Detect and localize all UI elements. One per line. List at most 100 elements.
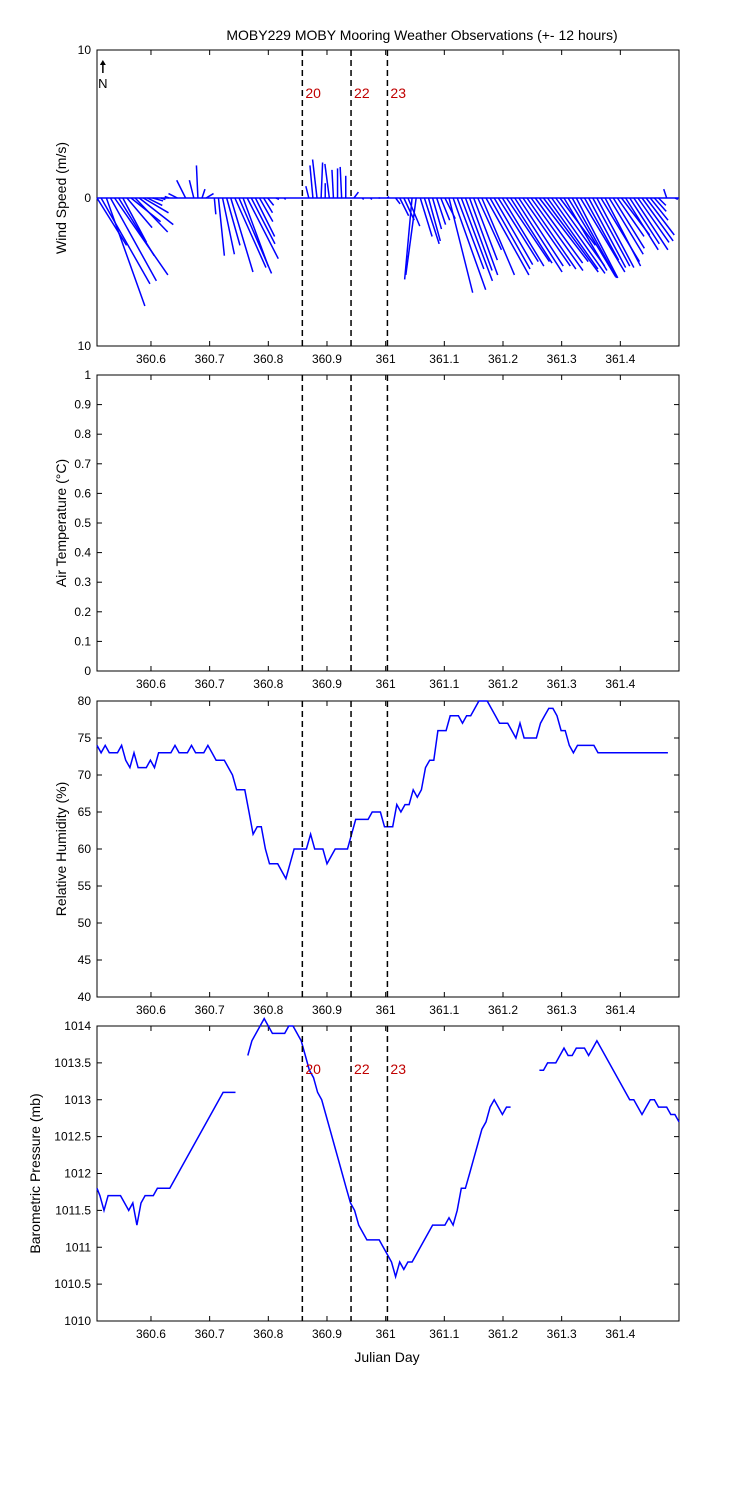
y-axis-label: Wind Speed (m/s)	[53, 142, 69, 254]
wind-stick	[509, 197, 553, 264]
wind-stick	[105, 197, 146, 307]
event-marker-label: 22	[354, 1061, 370, 1077]
x-tick-label: 361.4	[605, 677, 635, 691]
wind-stick	[109, 197, 158, 282]
y-tick-label: 0.2	[74, 605, 91, 619]
event-marker-label: 20	[305, 85, 321, 101]
y-tick-label: 1010.5	[54, 1277, 91, 1291]
x-tick-label: 360.9	[312, 1327, 342, 1341]
wind-stick	[201, 188, 206, 199]
y-tick-label: 0.8	[74, 427, 91, 441]
wind-stick	[518, 197, 564, 267]
wind-stick	[138, 197, 174, 226]
x-tick-label: 360.9	[312, 352, 342, 366]
wind-stick	[612, 197, 646, 249]
wind-stick	[637, 197, 670, 243]
north-label: N	[98, 76, 107, 91]
y-tick-label: 1013	[64, 1093, 91, 1107]
wind-stick	[501, 197, 545, 267]
x-tick-label: 361	[376, 352, 396, 366]
wind-stick	[164, 195, 170, 199]
x-tick-label: 360.8	[253, 677, 283, 691]
y-tick-label: 0	[84, 191, 91, 205]
x-tick-label: 360.6	[136, 1327, 166, 1341]
wind-stick	[311, 159, 318, 199]
x-tick-label: 361.1	[429, 677, 459, 691]
x-tick-label: 361.4	[605, 1327, 635, 1341]
wind-stick	[575, 197, 619, 279]
wind-stick	[305, 185, 310, 199]
wind-stick	[493, 197, 534, 265]
wind-stick	[217, 197, 226, 256]
wind-stick	[275, 197, 280, 201]
x-tick-label: 360.8	[253, 1003, 283, 1017]
wind-stick	[395, 197, 401, 205]
x-tick-label: 361.1	[429, 352, 459, 366]
x-axis-label: Julian Day	[354, 1349, 419, 1365]
wind-stick	[464, 197, 493, 271]
wind-stick	[522, 197, 571, 267]
wind-stick	[497, 197, 539, 263]
y-tick-label: 1	[84, 368, 91, 382]
wind-stick	[168, 192, 178, 199]
x-tick-label: 361	[376, 677, 396, 691]
x-tick-label: 360.7	[195, 1327, 225, 1341]
wind-stick	[100, 197, 151, 285]
wind-stick	[616, 197, 645, 237]
wind-stick	[624, 197, 659, 251]
y-tick-label: 0.9	[74, 398, 91, 412]
x-tick-label: 360.9	[312, 1003, 342, 1017]
event-marker-label: 23	[390, 85, 406, 101]
wind-stick	[126, 197, 153, 229]
event-marker-label: 23	[390, 1061, 406, 1077]
wind-stick	[448, 197, 474, 293]
wind-stick	[538, 197, 589, 263]
y-tick-label: 0.7	[74, 457, 91, 471]
wind-stick	[234, 197, 267, 268]
y-tick-label: 1011	[65, 1240, 91, 1254]
wind-stick	[399, 197, 410, 217]
wind-stick	[649, 197, 669, 221]
wind-stick	[604, 197, 642, 267]
wind-stick	[386, 195, 390, 199]
y-axis-label: Air Temperature (°C)	[53, 459, 69, 587]
x-tick-label: 360.6	[136, 352, 166, 366]
wind-stick	[176, 179, 187, 199]
x-tick-label: 360.7	[195, 1003, 225, 1017]
wind-stick	[452, 197, 487, 291]
wind-stick	[403, 197, 415, 221]
wind-stick	[250, 197, 276, 245]
wind-stick	[225, 197, 241, 246]
x-tick-label: 361.4	[605, 1003, 635, 1017]
y-tick-label: 1012.5	[54, 1130, 91, 1144]
wind-stick	[629, 197, 660, 245]
wind-stick	[122, 197, 148, 243]
y-tick-label: 55	[78, 879, 92, 893]
x-tick-label: 361.2	[488, 1327, 518, 1341]
humidity-panel: 360.6 360.7 360.8 360.9 361 361.1 361.2 361.3 36…	[53, 694, 680, 1017]
pressure-panel: 360.6 360.7 360.8 360.9 361 361.1 361.2 361.3 36…	[27, 1017, 680, 1341]
wind-stick	[489, 197, 531, 270]
y-tick-label: 40	[78, 990, 92, 1004]
x-tick-label: 360.7	[195, 352, 225, 366]
wind-stick	[221, 197, 236, 255]
wind-stick	[657, 197, 667, 206]
y-tick-label: 50	[78, 916, 92, 930]
x-tick-label: 361.2	[488, 677, 518, 691]
wind-stick	[641, 197, 674, 242]
x-tick-label: 360.8	[253, 1327, 283, 1341]
x-tick-label: 360.6	[136, 677, 166, 691]
wind-stick	[596, 197, 635, 268]
wind-stick	[230, 197, 254, 273]
wind-stick	[456, 197, 485, 270]
wind-stick	[405, 197, 417, 276]
y-tick-label: 75	[78, 731, 92, 745]
wind-stick	[608, 197, 644, 255]
x-tick-label: 361.1	[429, 1003, 459, 1017]
wind-stick	[369, 197, 373, 201]
wind-stick	[592, 197, 631, 267]
wind-stick	[309, 165, 314, 199]
y-tick-label: 80	[78, 694, 92, 708]
y-tick-label: 1012	[64, 1167, 91, 1181]
